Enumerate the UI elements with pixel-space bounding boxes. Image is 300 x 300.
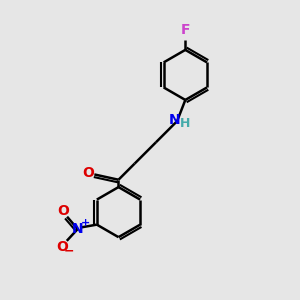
Text: −: − <box>64 244 74 257</box>
Text: N: N <box>168 113 180 127</box>
Text: O: O <box>56 240 68 254</box>
Text: H: H <box>180 117 190 130</box>
Text: O: O <box>58 204 70 218</box>
Text: O: O <box>82 166 94 180</box>
Text: +: + <box>80 218 90 228</box>
Text: F: F <box>181 22 190 37</box>
Text: N: N <box>72 222 83 236</box>
